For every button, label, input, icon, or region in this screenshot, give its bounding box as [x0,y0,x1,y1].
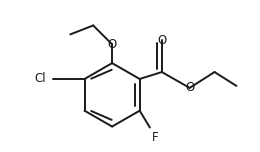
Text: O: O [107,38,117,51]
Text: Cl: Cl [35,73,46,85]
Text: F: F [152,131,158,144]
Text: O: O [185,81,194,94]
Text: O: O [157,34,166,47]
